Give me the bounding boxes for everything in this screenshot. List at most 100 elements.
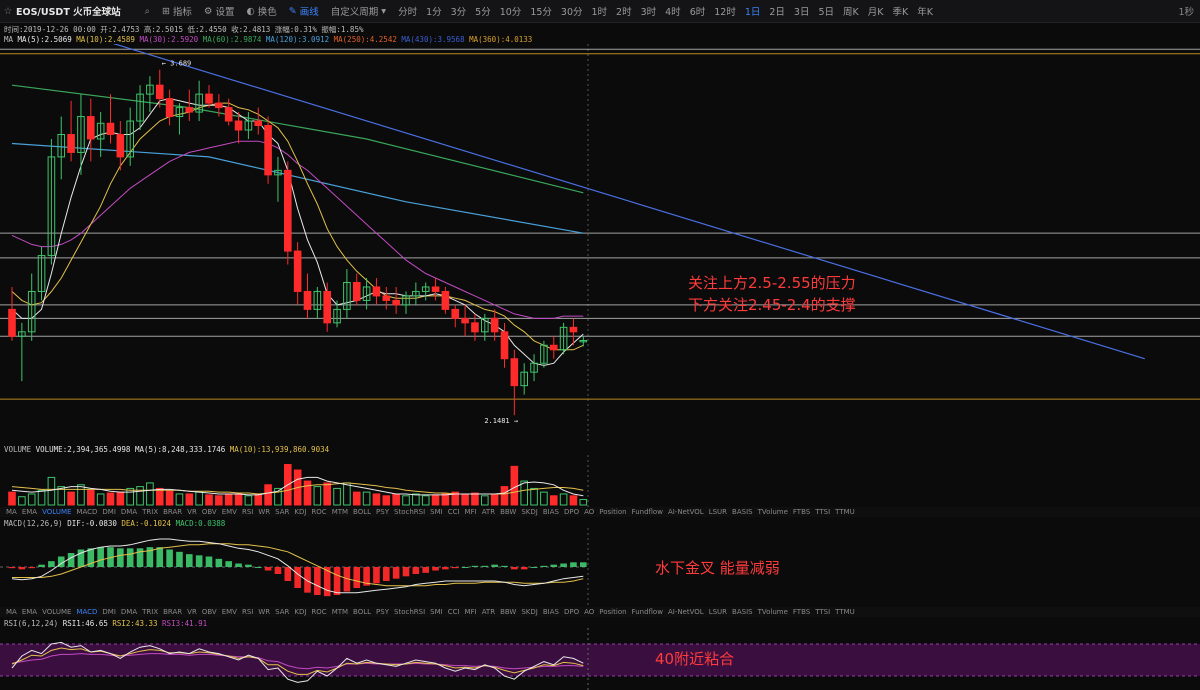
indicator-tab[interactable]: OBV (201, 608, 217, 616)
indicator-tab[interactable]: EMA (21, 608, 38, 616)
search-icon[interactable]: ⌕ (144, 5, 150, 17)
indicator-tab[interactable]: KDJ (294, 608, 307, 616)
indicator-tab[interactable]: TVolume (757, 508, 788, 516)
indicator-tab[interactable]: VOLUME (42, 508, 72, 516)
indicator-tab[interactable]: MTM (331, 608, 349, 616)
period-10[interactable]: 4时 (665, 7, 681, 18)
indicator-tab[interactable]: BASIS (732, 508, 753, 516)
indicator-tab[interactable]: BIAS (542, 608, 559, 616)
indicator-tab[interactable]: TVolume (757, 608, 788, 616)
indicator-tab[interactable]: BBW (500, 608, 517, 616)
indicator-tab[interactable]: Fundflow (631, 508, 663, 516)
period-8[interactable]: 2时 (616, 7, 632, 18)
indicator-tab[interactable]: LSUR (708, 508, 728, 516)
period-13[interactable]: 1日 (744, 7, 761, 18)
indicator-tab[interactable]: TRIX (142, 508, 159, 516)
period-9[interactable]: 3时 (640, 7, 657, 18)
indicator-tab[interactable]: TTSI (815, 508, 831, 516)
indicator-tab[interactable]: DMA (120, 508, 138, 516)
indicator-tab[interactable]: ROC (311, 608, 327, 616)
indicator-tab[interactable]: MACD (76, 508, 98, 516)
indicator-tab[interactable]: BRAR (163, 608, 183, 616)
custom-period-button[interactable]: 自定义周期 ▾ (330, 5, 387, 19)
indicator-tab[interactable]: BOLL (353, 608, 372, 616)
indicator-tab[interactable]: CCI (447, 608, 460, 616)
indicator-tab[interactable]: DMA (120, 608, 138, 616)
indicator-tab[interactable]: FTBS (792, 508, 811, 516)
indicator-tab[interactable]: TTMU (835, 608, 855, 616)
indicator-tab[interactable]: MA (6, 608, 17, 616)
indicator-tab[interactable]: ATR (481, 508, 496, 516)
rsi-chart[interactable] (0, 628, 1200, 690)
indicator-tab[interactable]: DMI (102, 508, 116, 516)
indicator-tab[interactable]: CCI (447, 508, 460, 516)
indicator-tab[interactable]: TTSI (815, 608, 831, 616)
period-2[interactable]: 3分 (450, 7, 467, 18)
period-3[interactable]: 5分 (475, 7, 491, 18)
indicator-button[interactable]: ⊞ 指标 (161, 5, 192, 19)
indicator-tab[interactable]: MTM (331, 508, 349, 516)
period-4[interactable]: 10分 (499, 7, 522, 18)
period-6[interactable]: 30分 (560, 7, 583, 18)
indicator-tab[interactable]: AI-NetVOL (667, 508, 704, 516)
indicator-tab[interactable]: VR (187, 608, 197, 616)
indicator-tab[interactable]: DMI (102, 608, 116, 616)
volume-chart[interactable] (0, 455, 1200, 507)
indicator-tab[interactable]: BRAR (163, 508, 183, 516)
period-14[interactable]: 2日 (769, 7, 785, 18)
indicator-tab[interactable]: FTBS (792, 608, 811, 616)
indicator-tab[interactable]: RSI (241, 608, 254, 616)
indicator-tab[interactable]: Position (599, 608, 627, 616)
indicator-tab[interactable]: EMA (21, 508, 38, 516)
price-chart[interactable]: ← 3.689 2.1481 → (0, 44, 1200, 444)
macd-chart[interactable] (0, 528, 1200, 606)
period-5[interactable]: 15分 (530, 7, 552, 18)
indicator-tab[interactable]: PSY (376, 508, 389, 516)
indicator-tab[interactable]: MFI (464, 508, 477, 516)
period-11[interactable]: 6时 (689, 7, 706, 18)
indicator-tab[interactable]: VOLUME (42, 608, 72, 616)
indicator-tab[interactable]: BIAS (542, 508, 559, 516)
period-16[interactable]: 5日 (818, 7, 835, 18)
indicator-tab[interactable]: ROC (311, 508, 327, 516)
indicator-tab[interactable]: PSY (376, 608, 389, 616)
indicator-tab[interactable]: BBW (500, 508, 517, 516)
indicator-tab[interactable]: BASIS (732, 608, 753, 616)
indicator-tab[interactable]: AO (584, 608, 595, 616)
indicator-tab[interactable]: ATR (481, 608, 496, 616)
period-19[interactable]: 季K (892, 7, 909, 18)
indicator-tab[interactable]: LSUR (708, 608, 728, 616)
indicator-tab[interactable]: VR (187, 508, 197, 516)
indicator-tab[interactable]: SAR (275, 508, 290, 516)
indicator-tab[interactable]: BOLL (353, 508, 372, 516)
refresh-rate[interactable]: 1秒 (1178, 7, 1194, 18)
indicator-tab[interactable]: EMV (221, 608, 237, 616)
indicator-tab[interactable]: KDJ (294, 508, 307, 516)
indicator-tab[interactable]: SAR (275, 608, 290, 616)
indicator-tab[interactable]: SKDJ (521, 508, 538, 516)
indicator-tab[interactable]: OBV (201, 508, 217, 516)
color-button[interactable]: ◐ 换色 (246, 5, 277, 19)
indicator-tab[interactable]: SKDJ (521, 608, 538, 616)
indicator-tab[interactable]: StochRSI (394, 508, 426, 516)
indicator-tab[interactable]: AI-NetVOL (667, 608, 704, 616)
period-7[interactable]: 1时 (591, 7, 608, 18)
settings-button[interactable]: ⚙ 设置 (203, 5, 235, 19)
indicator-tab[interactable]: DPO (563, 508, 580, 516)
period-20[interactable]: 年K (917, 7, 933, 18)
period-17[interactable]: 周K (843, 7, 859, 18)
period-12[interactable]: 12时 (714, 7, 736, 18)
indicator-tab[interactable]: TRIX (142, 608, 159, 616)
indicator-tab[interactable]: Position (599, 508, 627, 516)
symbol-title[interactable]: EOS/USDT 火币全球站 (16, 7, 121, 18)
period-18[interactable]: 月K (867, 7, 884, 18)
indicator-tab[interactable]: WR (258, 608, 271, 616)
indicator-tab[interactable]: MA (6, 508, 17, 516)
indicator-tab[interactable]: SMI (430, 608, 443, 616)
period-0[interactable]: 分时 (398, 7, 418, 18)
indicator-tab[interactable]: EMV (221, 508, 237, 516)
draw-line-button[interactable]: ✎ 画线 (288, 5, 319, 19)
indicator-tab[interactable]: SMI (430, 508, 443, 516)
indicator-tab[interactable]: MFI (464, 608, 477, 616)
indicator-tab[interactable]: DPO (563, 608, 580, 616)
